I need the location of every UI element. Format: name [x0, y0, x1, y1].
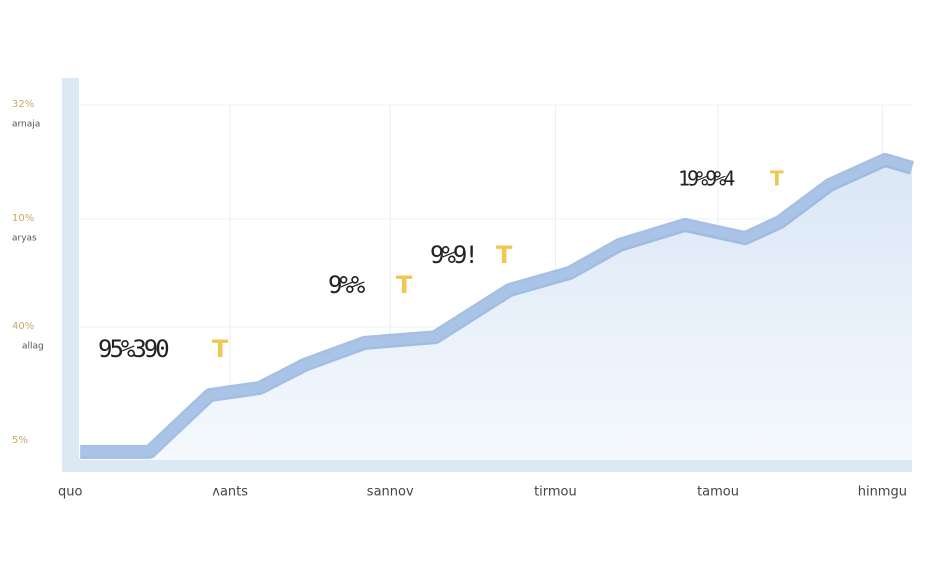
y-tick-sublabel: allag	[22, 342, 44, 352]
x-tick-label: quo	[58, 485, 82, 500]
annotation: 9%%	[328, 271, 366, 299]
annotation-mark: T	[396, 271, 413, 299]
x-tick-label: ᴧants	[212, 485, 248, 500]
y-tick-label: 10%	[12, 213, 34, 224]
annotation: 95%390	[98, 335, 168, 363]
x-axis-bar	[62, 458, 912, 472]
y-tick-label: 40%	[12, 321, 34, 332]
area	[80, 160, 913, 460]
x-tick-label: sannov	[367, 485, 414, 500]
annotations: 95%390 T 9%% T 9%9! T 19%9%4 T	[98, 167, 784, 364]
y-tick-label: 32%	[12, 99, 34, 110]
x-tick-label: tirmou	[534, 485, 577, 500]
y-axis-bar	[62, 78, 79, 472]
x-tick-label: tamou	[697, 485, 739, 500]
y-tick-sublabel: aryas	[12, 234, 37, 244]
y-tick-label: 5%	[12, 435, 28, 446]
annotation: 19%9%4	[678, 167, 735, 191]
x-tick-label: hinmgu	[858, 485, 907, 500]
y-tick-sublabel: arnaja	[12, 120, 40, 130]
annotation-mark: T	[496, 241, 513, 269]
line	[80, 155, 914, 457]
annotation-mark: T	[212, 335, 229, 363]
annotation: 9%9!	[430, 241, 476, 269]
annotation-mark: T	[770, 167, 784, 191]
